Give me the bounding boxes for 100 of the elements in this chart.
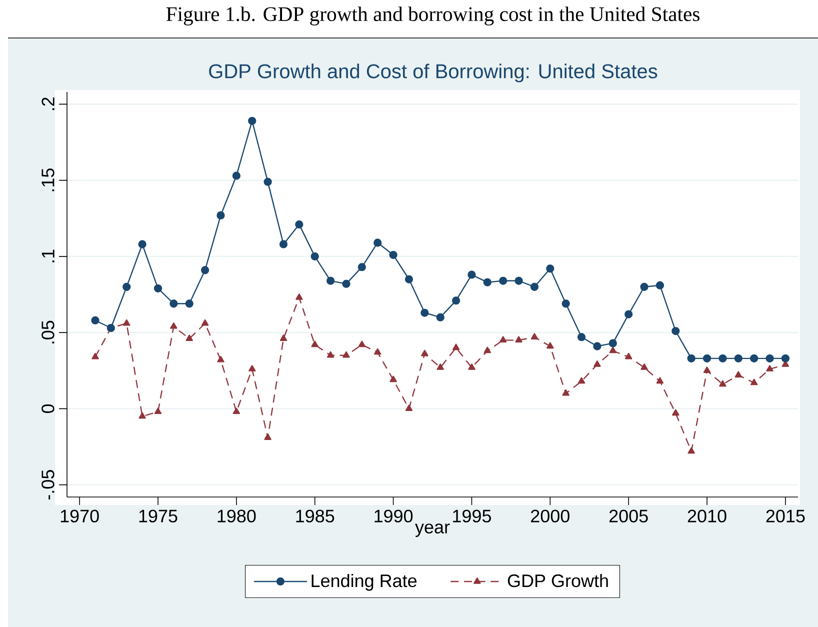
point [468, 364, 476, 370]
point [719, 380, 726, 387]
point [656, 377, 664, 384]
point [170, 300, 178, 308]
point [656, 281, 664, 290]
point [687, 354, 696, 363]
point [92, 352, 99, 360]
point [405, 404, 413, 412]
point [688, 447, 695, 454]
point [200, 266, 210, 274]
point [750, 354, 758, 363]
x-tick-label: 2005 [609, 510, 648, 522]
x-tick-label: 1970 [60, 510, 99, 522]
point [311, 340, 318, 348]
point [734, 371, 742, 378]
point [390, 376, 397, 382]
point [546, 342, 554, 349]
y-tick-label: .05 [42, 320, 54, 344]
point [624, 310, 633, 318]
point [264, 178, 272, 186]
point [138, 412, 146, 419]
point [138, 240, 146, 248]
point [374, 238, 382, 247]
point [279, 240, 288, 248]
point [530, 282, 539, 291]
point [280, 334, 288, 341]
point [154, 408, 162, 414]
point [484, 346, 492, 354]
point [468, 270, 476, 279]
x-tick-label: 1985 [296, 510, 334, 522]
point [123, 319, 130, 326]
point [515, 336, 522, 342]
point [420, 308, 429, 317]
point [296, 293, 303, 300]
point [122, 282, 131, 291]
y-tick-label: .15 [42, 168, 54, 192]
y-tick-label: -.05 [42, 470, 54, 500]
point [624, 352, 632, 360]
point [91, 316, 100, 324]
point [404, 275, 414, 284]
x-tick-label: 2010 [688, 510, 726, 522]
point [530, 333, 538, 340]
point [766, 354, 774, 363]
point [326, 276, 335, 285]
point [217, 356, 224, 362]
point [185, 300, 194, 308]
point [608, 339, 617, 348]
point [546, 264, 554, 273]
point [452, 344, 460, 350]
point [766, 365, 774, 372]
x-axis-title: year [415, 524, 450, 538]
point [436, 313, 444, 322]
point [421, 350, 428, 356]
x-tick-label: 2000 [531, 510, 570, 522]
point [703, 366, 711, 373]
x-tick-label: 1990 [374, 510, 413, 522]
point [295, 220, 304, 229]
point [186, 334, 193, 341]
point [483, 278, 492, 286]
x-tick-label: 1980 [218, 510, 256, 522]
point [342, 351, 350, 358]
point [216, 211, 225, 220]
legend-label: GDP Growth [508, 574, 608, 588]
point [436, 364, 444, 370]
point [640, 364, 648, 370]
x-tick-label: 1975 [139, 510, 178, 522]
point [594, 360, 601, 367]
point [672, 409, 680, 416]
point [358, 263, 366, 272]
point [310, 252, 319, 260]
point [702, 354, 712, 363]
point [358, 340, 366, 348]
point [326, 351, 334, 358]
point [734, 354, 742, 363]
point [499, 336, 507, 342]
legend-label: Lending Rate [312, 574, 417, 591]
point [640, 282, 648, 291]
point [170, 322, 178, 329]
point [342, 280, 350, 288]
point [374, 348, 382, 355]
point [562, 389, 570, 396]
point [781, 354, 790, 363]
point [499, 276, 508, 285]
point [201, 319, 209, 326]
point [562, 300, 570, 308]
point [577, 333, 586, 342]
x-tick-label: 2015 [766, 510, 805, 522]
y-tick-label: .1 [42, 250, 54, 262]
point [672, 326, 680, 336]
y-tick-label: .2 [42, 98, 54, 110]
point [232, 408, 240, 414]
point [232, 172, 240, 180]
point [264, 434, 272, 440]
point [718, 354, 727, 363]
point [248, 365, 256, 372]
point [248, 116, 256, 125]
point [593, 342, 602, 350]
point [609, 346, 616, 354]
point [389, 250, 398, 259]
point [452, 296, 460, 305]
